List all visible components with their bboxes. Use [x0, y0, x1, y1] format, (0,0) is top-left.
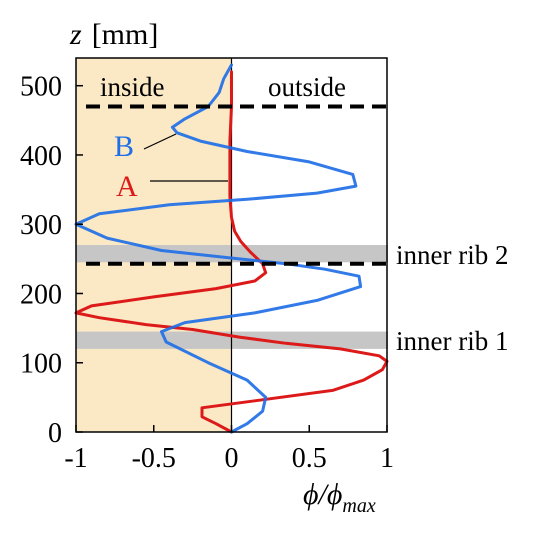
- x-tick-label: -1: [64, 443, 87, 474]
- x-tick-label: 0.5: [292, 443, 327, 474]
- x-axis-ticks: -1 -0.5 0 0.5 1: [64, 425, 394, 474]
- y-axis-title: z [mm]: [69, 18, 158, 51]
- inner-rib-2-label: inner rib 2: [396, 240, 508, 270]
- x-tick-label: -0.5: [132, 443, 176, 474]
- label-b-leader: [143, 133, 177, 150]
- y-tick-label: 0: [48, 418, 62, 449]
- inner-rib-1-label: inner rib 1: [396, 326, 508, 356]
- y-tick-label: 200: [20, 279, 62, 310]
- label-a: A: [116, 170, 138, 203]
- x-tick-label: 0: [225, 443, 239, 474]
- y-tick-label: 400: [20, 141, 62, 172]
- y-tick-label: 500: [20, 72, 62, 103]
- y-axis-ticks: 0 100 200 300 400 500: [20, 72, 83, 449]
- series-a-line: [74, 70, 389, 434]
- y-tick-label: 300: [20, 210, 62, 241]
- x-tick-label: 1: [380, 443, 394, 474]
- inside-label: inside: [100, 72, 165, 102]
- label-b: B: [114, 130, 134, 163]
- y-tick-label: 100: [20, 349, 62, 380]
- outside-label: outside: [268, 72, 346, 102]
- x-axis-title: ϕ/ϕmax: [303, 478, 376, 517]
- series-b-line: [74, 63, 363, 434]
